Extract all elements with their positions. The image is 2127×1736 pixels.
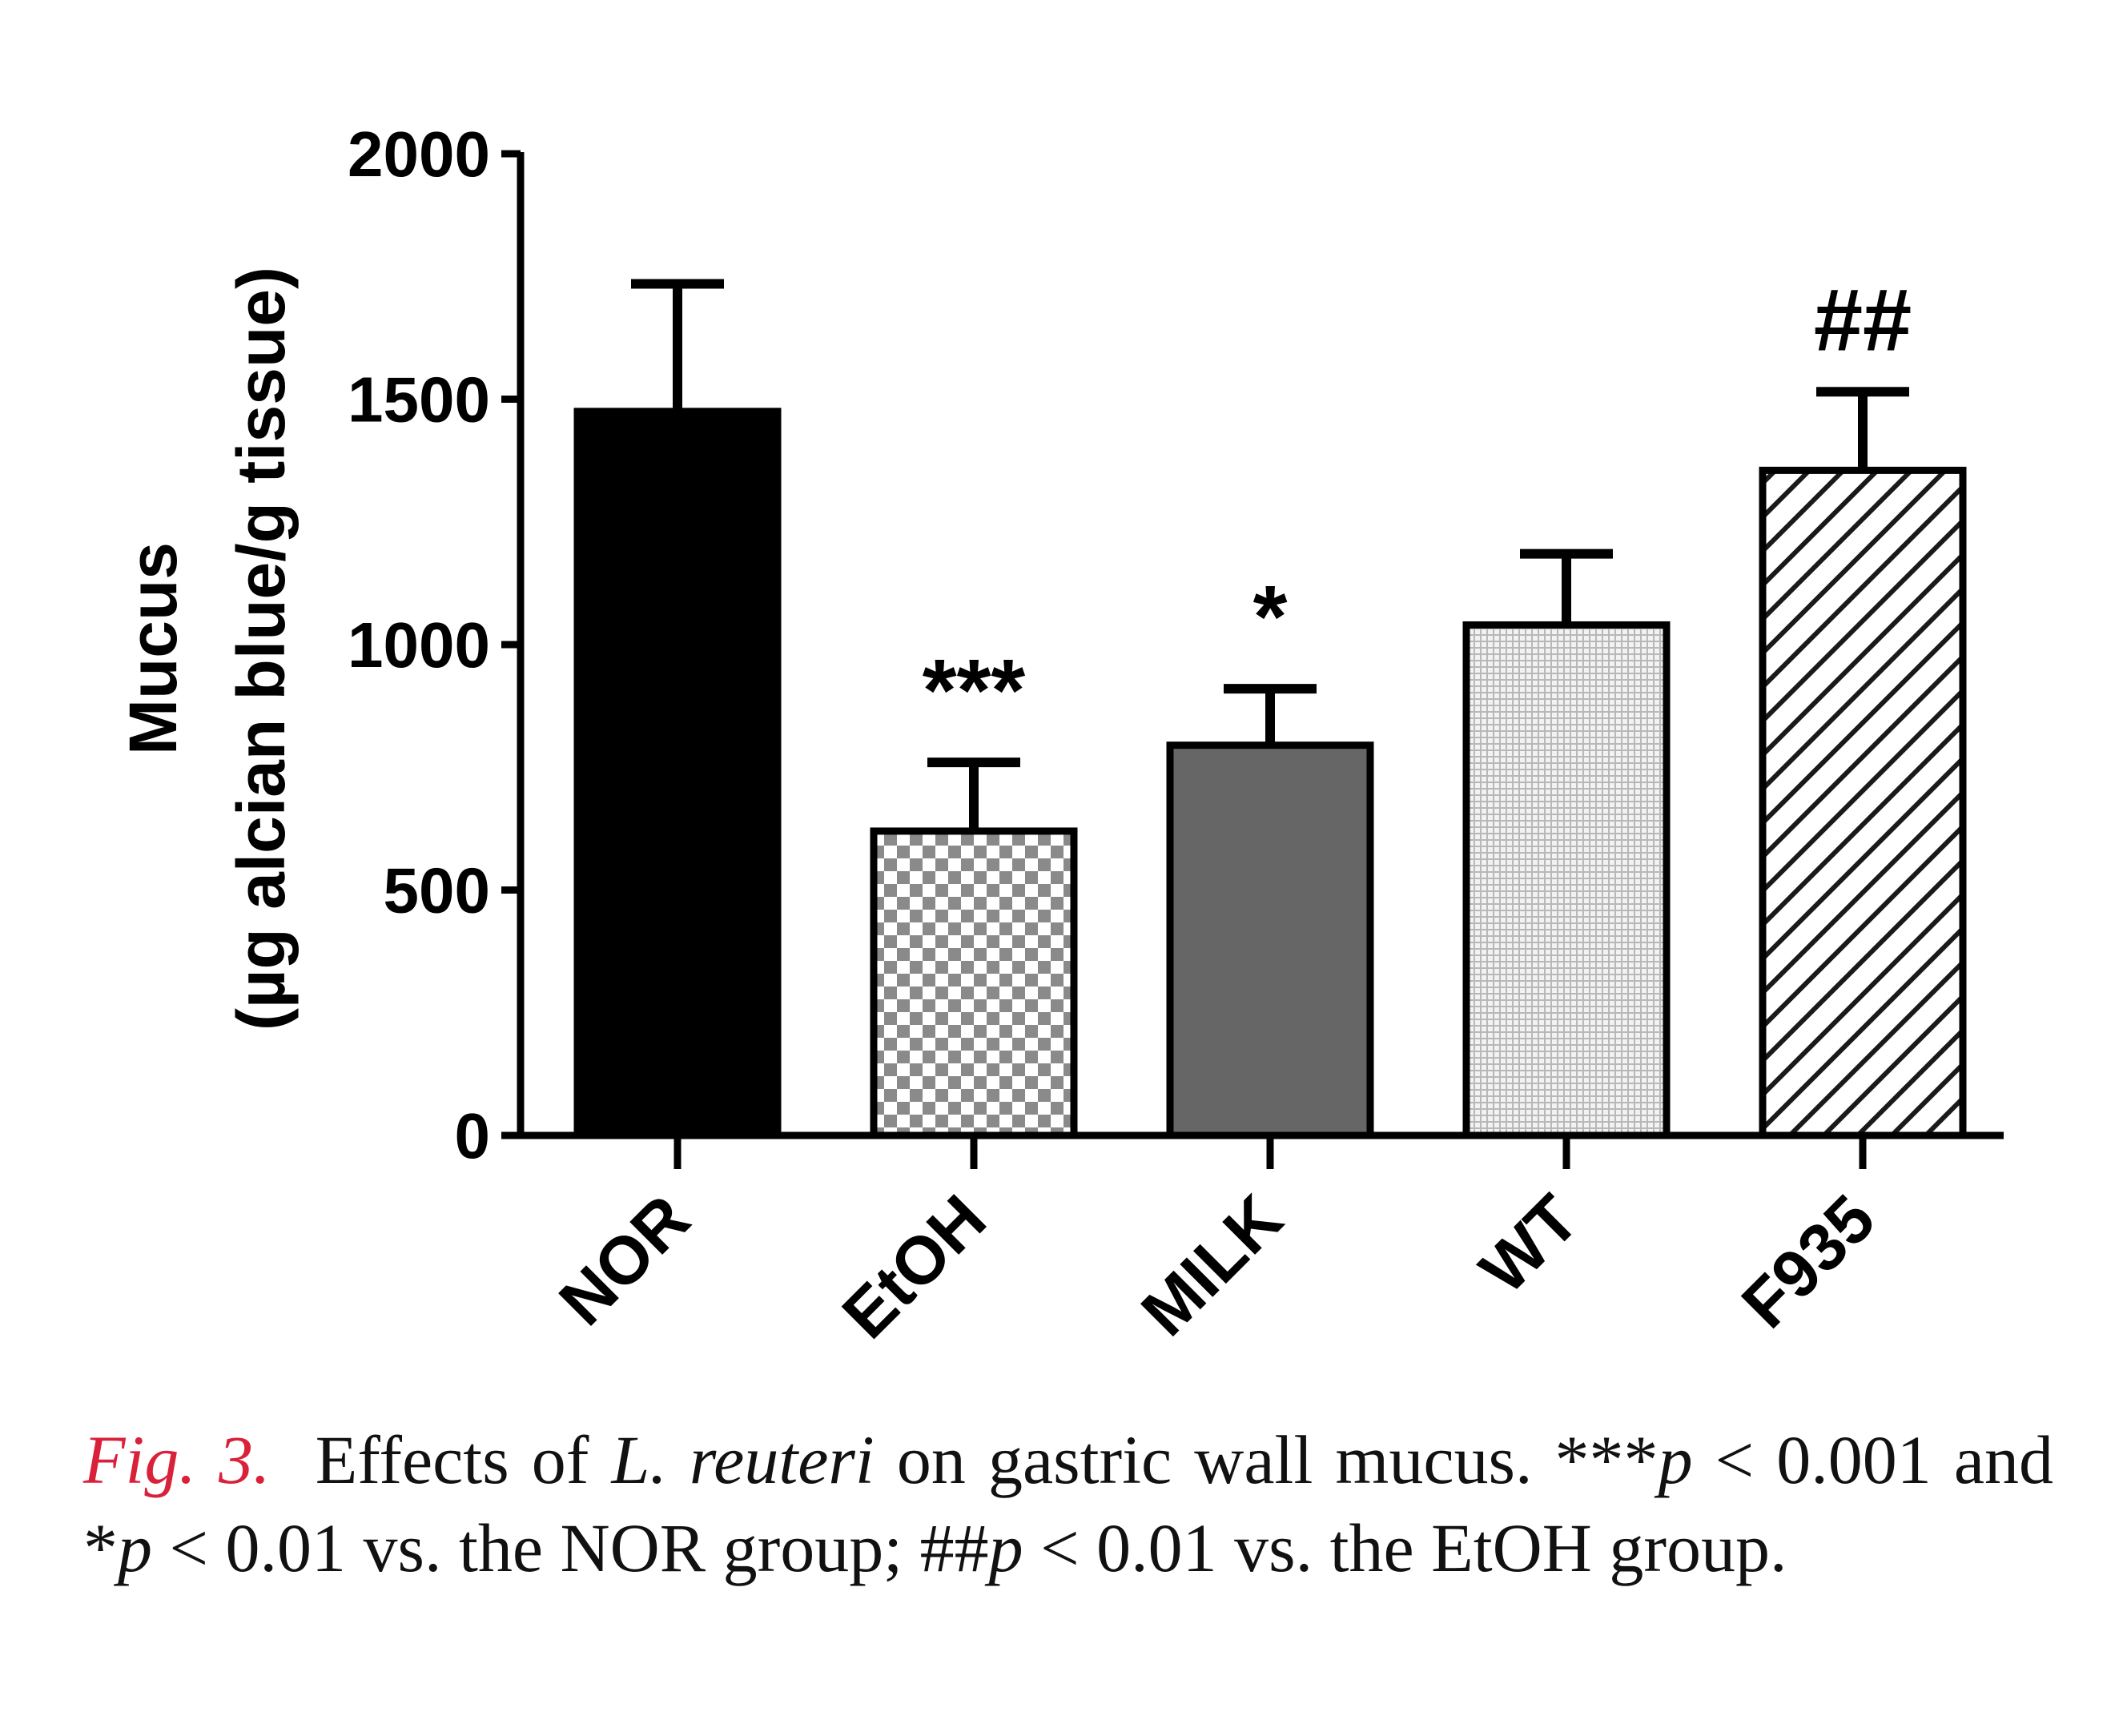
bar-nor (573, 408, 782, 1139)
caption-text-5: < 0.01 vs. the EtOH group. (1023, 1509, 1787, 1586)
bar-etoh (870, 827, 1078, 1139)
x-category-label: MILK (1127, 1180, 1297, 1350)
figure-caption: Fig. 3. Effects of L. reuteri on gastric… (83, 1416, 2053, 1592)
y-tick-label: 500 (384, 855, 490, 926)
x-axis-categories: NOR EtOH MILK WT F935 (545, 1135, 1889, 1352)
bar-f935 (1759, 466, 1967, 1139)
y-tick-label: 2000 (348, 119, 490, 190)
caption-text-2: on gastric wall mucus. *** (874, 1421, 1659, 1498)
caption-p2: p (118, 1509, 152, 1586)
caption-text-1: Effects of (315, 1421, 612, 1498)
caption-species: L. reuteri (611, 1421, 875, 1498)
significance-annotation: *** (923, 641, 1026, 740)
y-tick-label: 0 (455, 1100, 491, 1171)
caption-p1: p (1658, 1421, 1693, 1498)
caption-text-4: < 0.01 vs. the NOR group; ## (152, 1509, 989, 1586)
bar-chart: Mucus (µg alcian blue/g tissue) 0 500 1000… (115, 119, 2004, 1352)
caption-text-3: < 0.001 and * (83, 1421, 2053, 1586)
x-category-label: WT (1466, 1180, 1593, 1308)
bar-wt (1462, 621, 1671, 1139)
y-axis-label-line1: Mucus (115, 542, 191, 755)
significance-annotation: * (1253, 568, 1288, 666)
y-tick-label: 1000 (348, 609, 490, 681)
x-category-label: F935 (1727, 1180, 1889, 1342)
caption-p3: p (988, 1509, 1023, 1586)
caption-fig-label: Fig. 3. (83, 1421, 271, 1498)
bar-milk (1166, 741, 1374, 1139)
y-tick-label: 1500 (348, 364, 490, 436)
y-axis-ticks: 0 500 1000 1500 2000 (348, 119, 521, 1171)
y-axis-label-line2: (µg alcian blue/g tissue) (223, 267, 299, 1031)
x-category-label: EtOH (828, 1180, 1000, 1352)
significance-annotation: ## (1814, 271, 1912, 369)
bars-group: ****## (573, 271, 1967, 1139)
x-category-label: NOR (545, 1180, 703, 1339)
